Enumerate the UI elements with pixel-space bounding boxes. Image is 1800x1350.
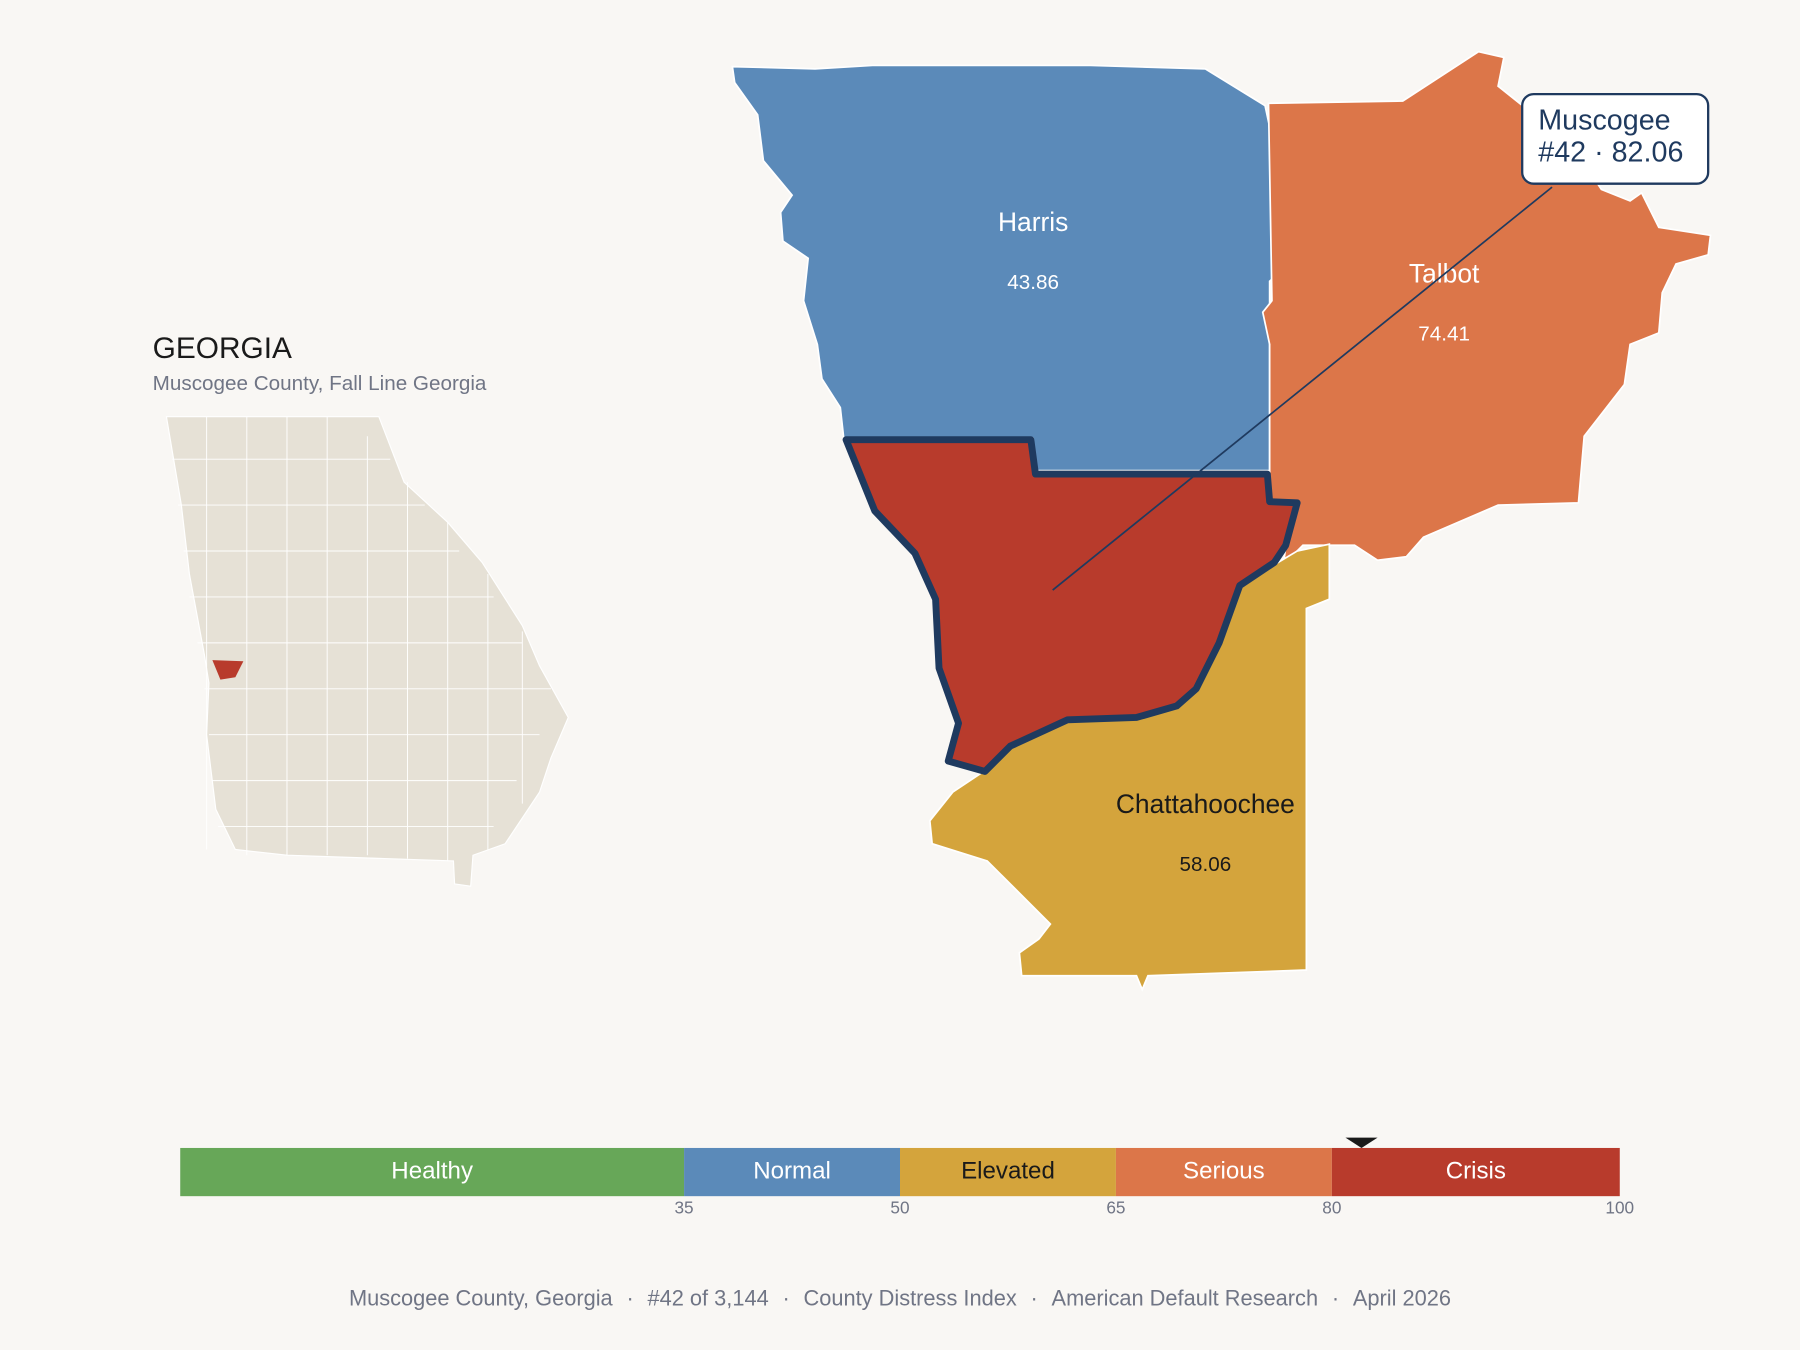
legend-tick-label: 100 (1605, 1197, 1634, 1217)
callout-detail: #42 · 82.06 (1538, 136, 1683, 168)
county-map: Harris43.86Talbot74.41Chattahoochee58.06… (731, 50, 1712, 992)
footer-text: Muscogee County, Georgia · #42 of 3,144 · Co… (349, 1285, 1451, 1310)
legend-band (1331, 1147, 1620, 1197)
legend-band-label: Normal (753, 1157, 831, 1184)
legend-band-label: Crisis (1446, 1157, 1506, 1184)
footer-item: County Distress Index (804, 1285, 1017, 1310)
county-name: Harris (998, 207, 1068, 237)
title: GEORGIA (153, 332, 292, 365)
legend-tick-label: 65 (1106, 1197, 1125, 1217)
legend-band (684, 1147, 900, 1197)
legend-tick-label: 35 (674, 1197, 693, 1217)
legend-marker (1345, 1137, 1378, 1148)
county-value: 74.41 (1418, 323, 1470, 346)
legend-band-label: Elevated (961, 1157, 1055, 1184)
footer-item: April 2026 (1353, 1285, 1451, 1310)
callout-name: Muscogee (1538, 104, 1670, 136)
footer-separator: · (1031, 1285, 1038, 1310)
footer: Muscogee County, Georgia · #42 of 3,144 · Co… (349, 1285, 1451, 1310)
locator-highlight (212, 660, 244, 680)
footer-item: American Default Research (1052, 1285, 1319, 1310)
county-name: Chattahoochee (1116, 789, 1295, 819)
legend-band (900, 1147, 1116, 1197)
callout-leader (1052, 186, 1553, 591)
county-value: 58.06 (1180, 853, 1232, 876)
county-value: 43.86 (1007, 271, 1059, 294)
subtitle: Muscogee County, Fall Line Georgia (153, 372, 487, 395)
callout-box (1521, 92, 1710, 185)
legend: Healthy Normal Elevated Serious Crisis 35 50 65… (180, 1137, 1634, 1217)
legend-tick-label: 80 (1322, 1197, 1341, 1217)
legend-band (180, 1147, 685, 1197)
legend-tick-label: 50 (890, 1197, 909, 1217)
focus-county-shape (842, 436, 1301, 775)
state-county-lines (172, 416, 552, 861)
legend-band-label: Serious (1183, 1157, 1265, 1184)
legend-band (1115, 1147, 1332, 1197)
footer-separator: · (1332, 1285, 1339, 1310)
legend-band-label: Healthy (391, 1157, 473, 1184)
footer-item: Muscogee County, Georgia (349, 1285, 614, 1310)
footer-separator: · (782, 1285, 789, 1310)
footer-item: #42 of 3,144 (647, 1285, 768, 1310)
footer-separator: · (626, 1285, 633, 1310)
